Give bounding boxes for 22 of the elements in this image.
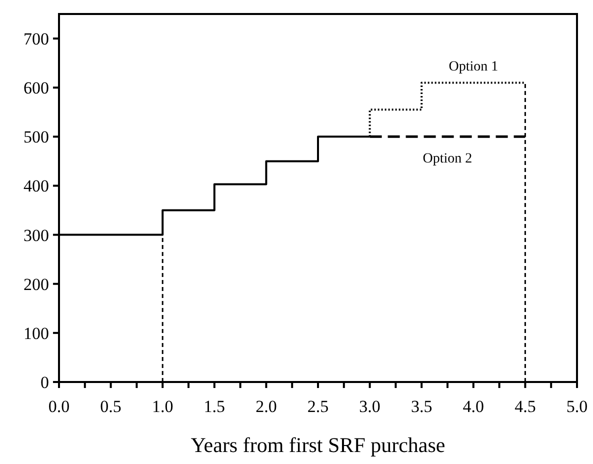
y-tick-label: 600 <box>24 78 49 98</box>
x-tick-label: 1.0 <box>152 397 174 416</box>
x-tick-label: 2.0 <box>256 397 277 416</box>
x-tick-label: 5.0 <box>566 397 588 416</box>
x-tick-label: 4.0 <box>462 397 484 416</box>
y-tick-label: 500 <box>24 128 49 147</box>
series-label: Option 2 <box>422 152 472 167</box>
x-tick-label: 2.5 <box>307 397 329 416</box>
x-tick-label: 0.5 <box>100 397 122 416</box>
y-tick-label: 0 <box>40 372 49 392</box>
series-label: Option 1 <box>448 60 498 75</box>
y-tick-label: 200 <box>24 274 49 294</box>
x-tick-label: 4.5 <box>514 397 536 416</box>
x-tick-label: 3.5 <box>410 397 432 416</box>
y-tick-label: 700 <box>24 29 49 48</box>
y-tick-label: 300 <box>24 226 49 245</box>
x-tick-label: 3.0 <box>359 397 380 416</box>
y-tick-label: 100 <box>24 324 49 343</box>
y-tick-label: 400 <box>24 176 49 196</box>
x-tick-label: 1.5 <box>204 397 226 416</box>
x-tick-label: 0.0 <box>48 397 70 416</box>
x-axis-title: Years from first SRF purchase <box>190 433 446 457</box>
